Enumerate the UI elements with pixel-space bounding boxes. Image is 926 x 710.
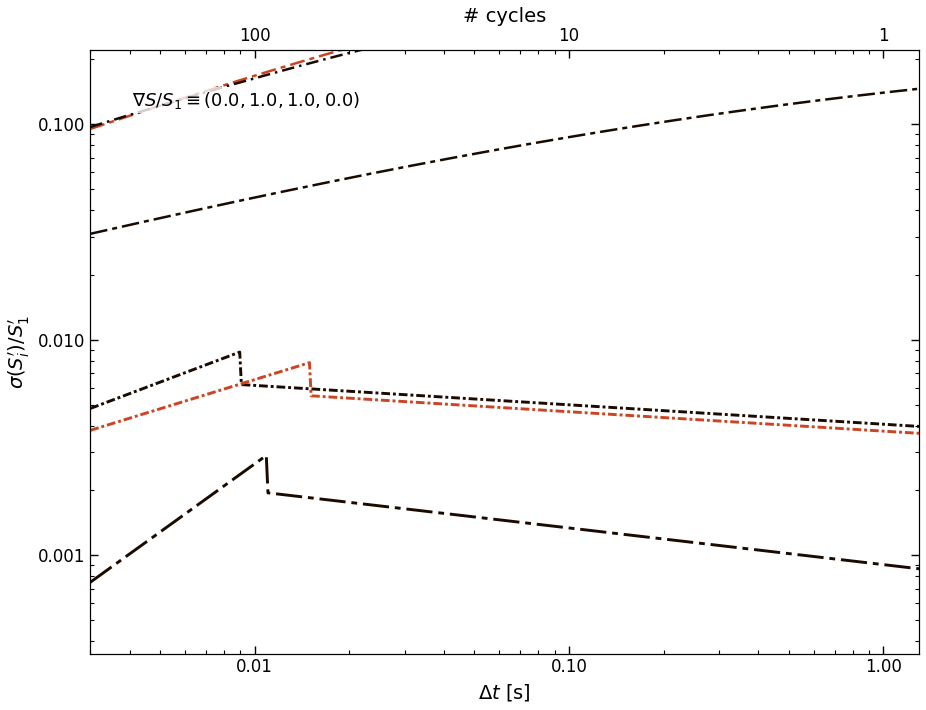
Y-axis label: $\sigma(S_i^{\prime})/S_1^{\prime}$: $\sigma(S_i^{\prime})/S_1^{\prime}$ xyxy=(6,315,32,389)
X-axis label: # cycles: # cycles xyxy=(463,7,546,26)
X-axis label: $\Delta t$ [s]: $\Delta t$ [s] xyxy=(478,682,531,703)
Text: $\nabla S/S_1\equiv(0.0,1.0,1.0,0.0)$: $\nabla S/S_1\equiv(0.0,1.0,1.0,0.0)$ xyxy=(131,89,360,111)
